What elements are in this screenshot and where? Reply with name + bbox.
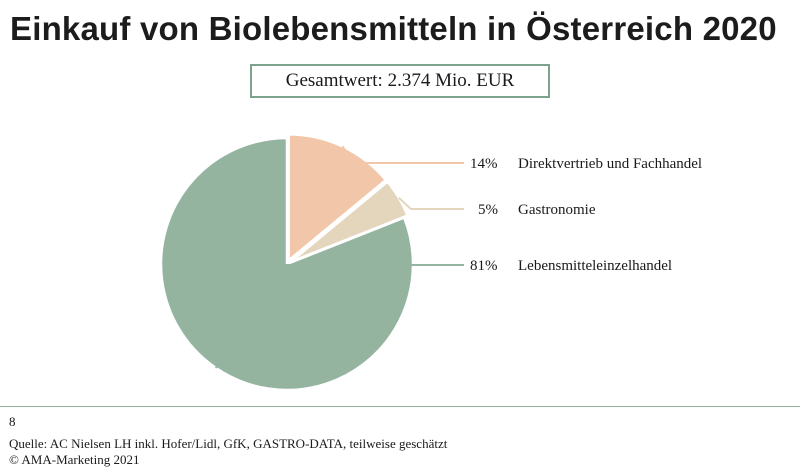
slice-value-label-2: 5% (478, 202, 498, 218)
page-number: 8 (9, 414, 16, 429)
slice-value-label-1: 14% (470, 156, 498, 172)
slice-name-label-2: Gastronomie (518, 202, 596, 218)
copyright-note: © AMA-Marketing 2021 (9, 452, 140, 467)
footer-divider (0, 406, 800, 407)
slice-value-label-3: 81% (470, 258, 498, 274)
source-note: Quelle: AC Nielsen LH inkl. Hofer/Lidl, … (9, 436, 448, 451)
chart-title: Einkauf von Biolebensmitteln in Österrei… (10, 10, 777, 47)
slice-name-label-1: Direktvertrieb und Fachhandel (518, 156, 702, 172)
pie-slice-2 (289, 179, 410, 264)
leader-line-3 (215, 264, 464, 369)
total-value-box: Gesamtwert: 2.374 Mio. EUR (250, 64, 550, 98)
slice-name-label-3: Lebensmitteleinzelhandel (518, 258, 672, 274)
leader-line-1 (341, 145, 464, 164)
leader-line-2 (398, 197, 464, 210)
pie-slice-1 (287, 133, 388, 264)
